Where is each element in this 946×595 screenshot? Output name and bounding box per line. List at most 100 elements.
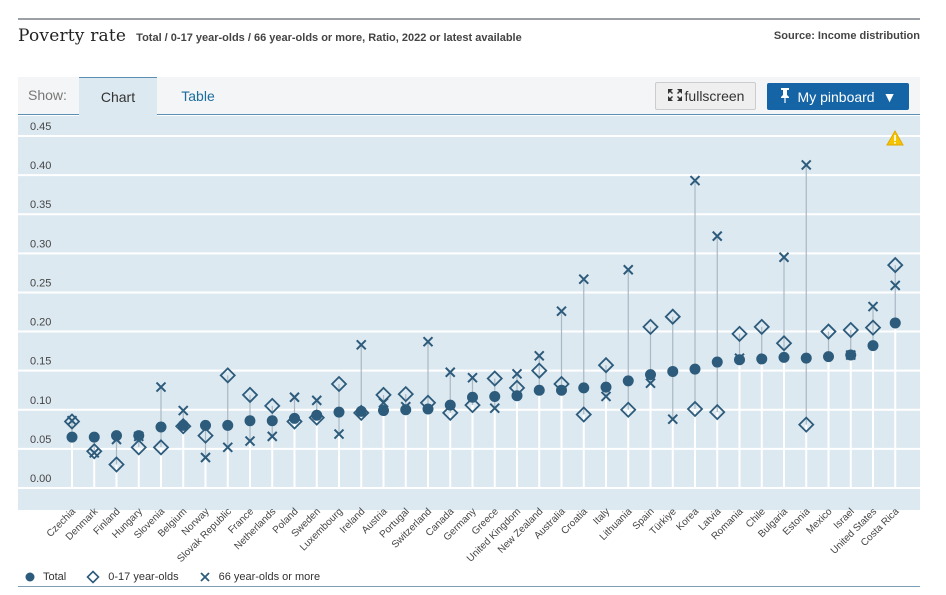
marker-0-17-finland: [108, 456, 125, 473]
marker-66plus-australia: [556, 306, 567, 317]
marker-total-france: [244, 415, 256, 427]
marker-66plus-united-states: [867, 301, 879, 312]
marker-0-17-slovak-republic: [219, 367, 237, 384]
caret-down-icon: ▼: [882, 88, 897, 105]
expand-arrows-icon: [667, 88, 683, 105]
chart-plot-area: 0.00 0.05 0.10 0.15 0.20 0.25 0.30 0.35 0.40 0.45: [18, 116, 920, 510]
marker-total-canada: [444, 399, 456, 411]
x-tick-label: Mexico: [804, 506, 834, 536]
marker-total-lithuania: [622, 375, 634, 387]
marker-66plus-costa-rica: [890, 280, 901, 291]
source-label[interactable]: Source: Income distribution: [773, 30, 920, 42]
y-tick-label: 0.40: [30, 160, 51, 172]
marker-66plus-ireland: [356, 339, 367, 351]
marker-66plus-switzerland: [422, 336, 434, 347]
marker-total-austria: [378, 405, 389, 417]
marker-0-17-italy: [597, 356, 615, 374]
legend-item-children[interactable]: 0-17 year-olds: [86, 570, 179, 584]
show-label: Show:: [28, 87, 67, 103]
fullscreen-label: fullscreen: [684, 88, 745, 104]
marker-0-17-portugal: [397, 385, 415, 403]
marker-66plus-germany: [467, 372, 478, 383]
marker-66plus-poland: [289, 392, 300, 403]
y-tick-label: 0.35: [30, 199, 51, 211]
chart-subtitle: Total / 0-17 year-olds / 66 year-olds or…: [136, 32, 522, 44]
y-tick-label: 0.25: [30, 277, 51, 289]
marker-0-17-new-zealand: [530, 362, 548, 379]
marker-total-latvia: [711, 356, 723, 368]
marker-total-poland: [289, 412, 300, 424]
marker-66plus-greece: [489, 403, 500, 414]
diamond-marker-icon: [86, 570, 100, 584]
legend-label: 0-17 year-olds: [108, 571, 179, 583]
my-pinboard-button[interactable]: My pinboard ▼: [767, 83, 909, 110]
marker-0-17-costa-rica: [886, 256, 904, 274]
marker-total-croatia: [578, 382, 590, 394]
circle-marker-icon: [25, 572, 35, 582]
page-title: Poverty rate: [18, 26, 127, 46]
marker-66plus-slovak-republic: [222, 442, 233, 453]
marker-total-spain: [645, 369, 656, 381]
legend-item-elderly[interactable]: 66 year-olds or more: [199, 571, 321, 583]
marker-0-17-canada: [441, 404, 459, 422]
marker-66plus-slovenia: [155, 381, 167, 393]
marker-0-17-netherlands: [263, 397, 281, 415]
marker-66plus-czechia: [66, 415, 78, 426]
marker-66plus-canada: [445, 367, 456, 378]
marker-total-luxembourg: [333, 406, 345, 418]
marker-total-australia: [556, 384, 567, 396]
marker-total-czechia: [66, 431, 78, 443]
marker-total-switzerland: [422, 403, 434, 415]
marker-0-17-germany: [464, 396, 481, 414]
legend-label: Total: [43, 571, 67, 583]
tab-table[interactable]: Table: [181, 88, 215, 104]
marker-total-mexico: [823, 351, 834, 363]
warning-triangle-icon[interactable]: [886, 129, 904, 151]
marker-0-17-norway: [197, 427, 214, 444]
marker-total-hungary: [133, 430, 145, 442]
marker-66plus-france: [244, 435, 256, 447]
fullscreen-button[interactable]: fullscreen: [655, 82, 756, 110]
marker-total-slovenia: [155, 421, 167, 433]
y-tick-label: 0.30: [30, 238, 51, 250]
y-tick-label: 0.00: [30, 473, 51, 485]
marker-total-belgium: [177, 419, 189, 431]
tab-chart[interactable]: Chart: [79, 77, 157, 116]
x-tick-label: Korea: [674, 506, 701, 533]
marker-0-17-t-rkiye: [664, 308, 682, 325]
y-tick-label: 0.15: [30, 356, 51, 368]
marker-total-romania: [734, 354, 745, 366]
marker-66plus-estonia: [801, 159, 812, 171]
legend-label: 66 year-olds or more: [218, 571, 321, 583]
marker-66plus-italy: [600, 391, 612, 402]
marker-0-17-luxembourg: [330, 375, 348, 393]
marker-0-17-romania: [731, 325, 748, 343]
marker-0-17-israel: [842, 321, 860, 339]
marker-66plus-sweden: [311, 395, 322, 406]
marker-total-italy: [600, 381, 612, 393]
marker-total-portugal: [400, 404, 412, 416]
marker-0-17-czechia: [63, 413, 81, 430]
marker-0-17-croatia: [575, 406, 593, 423]
marker-66plus-korea: [689, 175, 701, 186]
marker-66plus-spain: [645, 377, 656, 389]
marker-0-17-korea: [686, 400, 704, 418]
view-toolbar: Show: Chart Table fullscreen My pinboard…: [18, 77, 920, 116]
chart-header: Poverty rate Total / 0-17 year-olds / 66…: [18, 26, 920, 48]
marker-total-finland: [111, 430, 122, 442]
marker-total-germany: [467, 391, 478, 403]
chart-legend: Total 0-17 year-olds 66 year-olds or mor…: [25, 570, 334, 584]
legend-item-total[interactable]: Total: [25, 571, 66, 583]
marker-total-chile: [756, 353, 768, 365]
marker-0-17-chile: [753, 318, 771, 336]
marker-0-17-lithuania: [619, 401, 637, 419]
pinboard-label: My pinboard: [797, 88, 875, 105]
marker-66plus-new-zealand: [534, 350, 545, 362]
marker-66plus-belgium: [178, 405, 189, 416]
marker-66plus-united-kingdom: [511, 368, 523, 380]
y-tick-label: 0.45: [30, 121, 51, 133]
y-tick-label: 0.05: [30, 434, 51, 446]
pushpin-icon: [780, 87, 790, 106]
marker-total-slovak-republic: [222, 419, 234, 431]
marker-0-17-united-states: [864, 319, 882, 336]
